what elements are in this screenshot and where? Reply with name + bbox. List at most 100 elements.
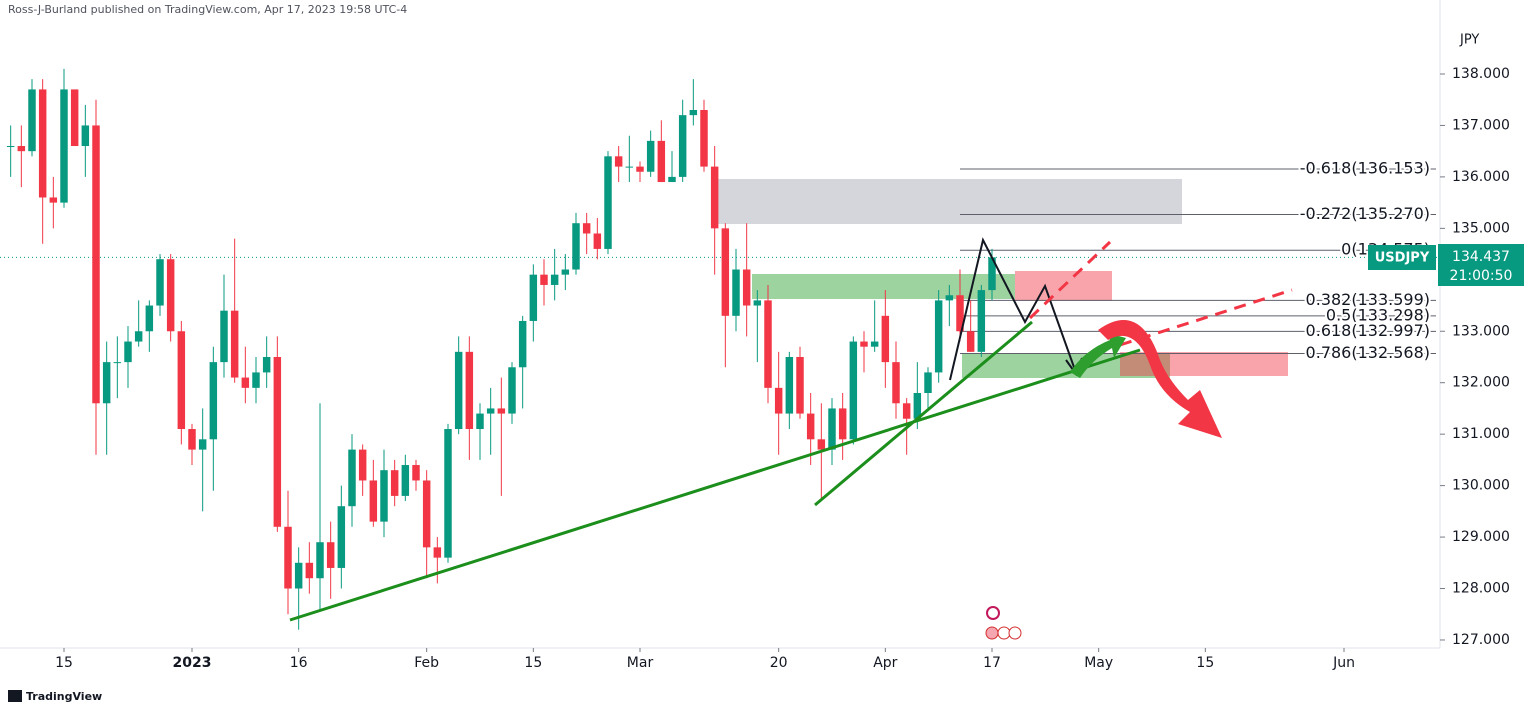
candle-body <box>284 526 292 589</box>
x-tick-label: 17 <box>983 655 1001 671</box>
support-zone <box>752 274 1015 299</box>
candle-body <box>444 429 452 558</box>
candle-body <box>454 351 463 430</box>
candle-body <box>753 300 762 306</box>
candle-body <box>977 290 986 352</box>
candle-body <box>316 542 324 579</box>
candle-body <box>209 362 218 440</box>
x-tick-label: 15 <box>55 655 73 671</box>
trendline <box>814 320 1033 507</box>
green-arrow <box>1070 332 1126 378</box>
candle-body <box>401 465 410 496</box>
candle-body <box>870 341 879 347</box>
fib-label: 0.382(133.599) <box>1306 290 1430 309</box>
candle-body <box>70 89 79 147</box>
candle-body <box>892 362 900 404</box>
candle-body <box>657 140 666 183</box>
x-tick-label: 15 <box>524 655 542 671</box>
candle-body <box>134 331 143 342</box>
y-tick-label: 132.000 <box>1452 375 1510 391</box>
candle-body <box>774 387 783 414</box>
candle-body <box>625 166 634 168</box>
event-icon <box>985 626 999 640</box>
candle-body <box>700 110 708 167</box>
fib-label: 0.786(132.568) <box>1306 343 1430 362</box>
candle-body <box>102 362 111 404</box>
candle-body <box>540 274 548 285</box>
candle-body <box>860 341 868 347</box>
candle-body <box>689 110 698 116</box>
red-arrow <box>1098 320 1222 438</box>
candle-body <box>614 156 623 167</box>
candle-body <box>934 300 943 373</box>
event-icon <box>997 626 1011 640</box>
candle-body <box>796 356 804 414</box>
candle-body <box>241 377 250 388</box>
candle-body <box>358 449 367 481</box>
candle-body <box>604 156 612 249</box>
logo <box>8 690 22 702</box>
candle-body <box>113 362 122 364</box>
y-tick-label: 128.000 <box>1452 581 1510 597</box>
candle-body <box>668 176 676 183</box>
candle-body <box>721 228 730 316</box>
candle-body <box>294 562 303 589</box>
resistance-zone <box>713 179 1182 224</box>
x-tick-label: May <box>1084 655 1113 671</box>
candle-body <box>572 223 580 270</box>
y-tick-label: 137.000 <box>1452 117 1510 133</box>
candle-body <box>550 274 559 285</box>
candle-body <box>92 125 100 404</box>
candle-body <box>497 408 506 414</box>
candle-body <box>145 305 154 332</box>
candle-body <box>6 146 15 148</box>
candle-body <box>422 480 431 548</box>
candle-body <box>60 89 68 203</box>
axis-label: JPY <box>1459 33 1479 48</box>
candle-body <box>166 259 175 332</box>
candle-body <box>412 465 420 481</box>
candle-body <box>198 439 207 450</box>
fib-label: 0.618(132.997) <box>1306 321 1430 340</box>
candle-body <box>28 89 36 152</box>
publish-info: Ross-J-Burland published on TradingView.… <box>8 3 407 16</box>
price-box <box>1438 244 1524 286</box>
candle-body <box>380 470 388 522</box>
candle-body <box>828 408 836 450</box>
candle-body <box>465 351 474 430</box>
candle-body <box>369 480 378 522</box>
x-tick-label: Mar <box>627 655 654 671</box>
candle-body <box>881 315 890 363</box>
y-tick-label: 130.000 <box>1452 478 1510 494</box>
candle-body <box>273 356 282 527</box>
price-tag: USDJPY 134.437 21:00:50 <box>1368 244 1524 286</box>
candle-body <box>262 356 271 373</box>
last-price-label: 134.437 <box>1452 249 1510 265</box>
candle-body <box>817 439 826 450</box>
candle-body <box>486 408 495 414</box>
candle-body <box>742 269 751 306</box>
candle-body <box>252 372 260 388</box>
candle-body <box>188 429 196 450</box>
x-tick-label: 15 <box>1196 655 1214 671</box>
candle-body <box>913 392 922 419</box>
drawings <box>289 237 1293 640</box>
x-tick-label: Apr <box>873 655 897 671</box>
candle-body <box>956 295 964 332</box>
fib-label: -0.618(136.153) <box>1300 159 1430 178</box>
candle-body <box>220 310 228 363</box>
event-icon <box>986 606 1000 620</box>
candle-body <box>732 269 740 316</box>
candle-body <box>636 166 644 172</box>
candle-body <box>518 320 527 368</box>
candle-body <box>646 140 655 172</box>
candle-body <box>529 274 538 321</box>
candle-body <box>838 408 847 440</box>
candle-body <box>988 257 996 291</box>
x-tick-label: 2023 <box>173 655 212 671</box>
candle-body <box>305 562 314 579</box>
candle-body <box>924 372 932 393</box>
y-tick-label: 138.000 <box>1452 66 1510 82</box>
trendline <box>289 348 1141 622</box>
